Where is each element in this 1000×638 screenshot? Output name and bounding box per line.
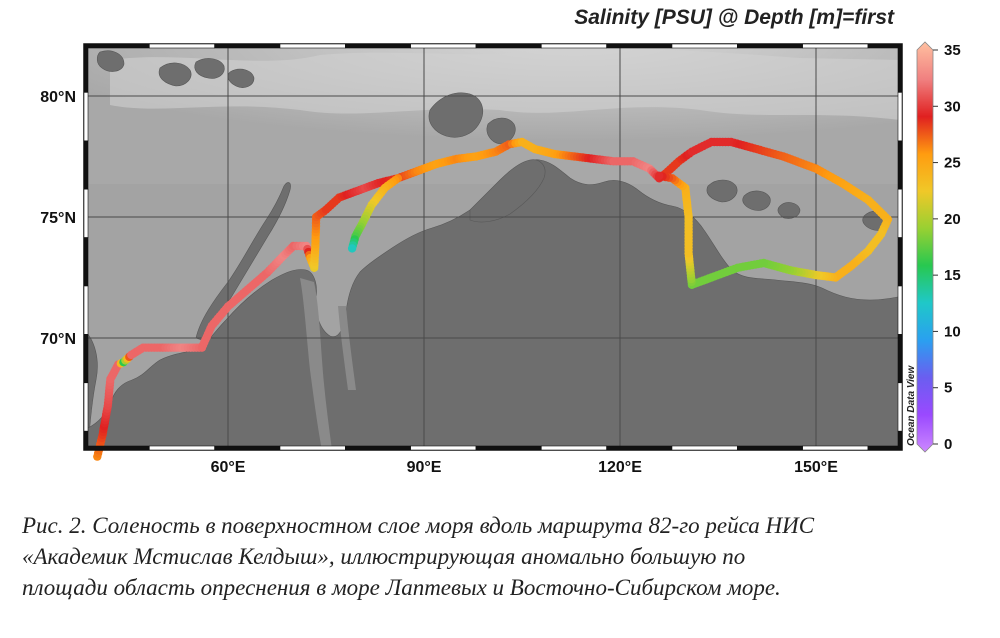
frame-segment xyxy=(541,43,607,49)
frame-segment xyxy=(867,445,903,451)
frame-segment xyxy=(214,445,281,451)
map-plot-area xyxy=(83,43,903,461)
frame-segment xyxy=(802,43,869,49)
colorbar-ramp xyxy=(916,41,934,453)
frame-segment xyxy=(83,237,89,287)
frame-segment xyxy=(897,430,903,451)
graticule xyxy=(84,44,902,450)
frame-segment xyxy=(671,445,738,451)
land-masses xyxy=(83,50,903,451)
frame-segment xyxy=(802,445,869,451)
frame-segment xyxy=(897,382,903,432)
frame-segment xyxy=(541,445,607,451)
track-point xyxy=(655,171,664,181)
frame-segment xyxy=(897,140,903,190)
frame-segment xyxy=(867,43,903,49)
frame-segment xyxy=(83,334,89,384)
frame-segment xyxy=(606,43,673,49)
frame-segment xyxy=(83,188,89,238)
lon-label-150: 150°E xyxy=(794,459,838,476)
frame-segment xyxy=(475,445,542,451)
caption-line-3: площади область опреснения в море Лаптев… xyxy=(22,575,781,600)
frame-segment xyxy=(897,188,903,238)
colorbar-label: 15 xyxy=(944,267,961,284)
lon-label-60: 60°E xyxy=(211,459,246,476)
colorbar-label: 35 xyxy=(944,42,961,59)
frame-segment xyxy=(83,430,89,451)
latitude-labels: 80°N 75°N 70°N xyxy=(40,89,76,348)
frame-ticks xyxy=(83,43,903,451)
frame-segment xyxy=(83,445,150,451)
frame-segment xyxy=(83,285,89,335)
frame-segment xyxy=(410,445,477,451)
map-title: Salinity [PSU] @ Depth [m]=first xyxy=(574,6,894,29)
colorbar-label: 20 xyxy=(944,211,961,228)
colorbar-label: 30 xyxy=(944,98,961,115)
frame-segment xyxy=(345,43,411,49)
frame-segment xyxy=(279,43,346,49)
frame-segment xyxy=(83,140,89,190)
frame-segment xyxy=(606,445,673,451)
caption-line-2: «Академик Мстислав Келдыш», иллюстрирующ… xyxy=(22,544,746,569)
colorbar-label: 0 xyxy=(944,436,952,453)
frame-segment xyxy=(279,445,346,451)
frame-segment xyxy=(345,445,411,451)
colorbar-label: 5 xyxy=(944,380,952,397)
track-point xyxy=(347,244,357,253)
frame-segment xyxy=(410,43,477,49)
frame-segment xyxy=(83,382,89,432)
lat-label-75: 75°N xyxy=(40,210,76,227)
frame-segment xyxy=(149,445,215,451)
frame-segment xyxy=(83,43,89,93)
colorbar-label: 10 xyxy=(944,323,961,340)
frame-segment xyxy=(83,43,150,49)
colorbar-label: 25 xyxy=(944,155,961,172)
gulfs xyxy=(300,278,356,450)
frame-segment xyxy=(897,285,903,335)
frame-segment xyxy=(475,43,542,49)
ocean-data-view-watermark: Ocean Data View xyxy=(906,365,917,446)
caption-line-1: Рис. 2. Соленость в поверхностном слое м… xyxy=(22,513,815,538)
shelf-shading xyxy=(110,48,900,120)
frame-segment xyxy=(897,43,903,93)
colorbar: 35 30 25 20 15 10 5 0 xyxy=(916,41,961,453)
frame-segment xyxy=(83,92,89,142)
frame-segment xyxy=(214,43,281,49)
frame-segment xyxy=(149,43,215,49)
frame-segment xyxy=(671,43,738,49)
longitude-labels: 60°E 90°E 120°E 150°E xyxy=(211,459,839,476)
frame-segment xyxy=(897,92,903,142)
frame-segment xyxy=(736,445,803,451)
lat-label-80: 80°N xyxy=(40,89,76,106)
lat-label-70: 70°N xyxy=(40,331,76,348)
frame-segment xyxy=(897,334,903,384)
lon-label-90: 90°E xyxy=(407,459,442,476)
cruise-track xyxy=(93,137,893,461)
frame-segment xyxy=(897,237,903,287)
figure-caption: Рис. 2. Соленость в поверхностном слое м… xyxy=(22,510,982,603)
frame-segment xyxy=(736,43,803,49)
lon-label-120: 120°E xyxy=(598,459,642,476)
